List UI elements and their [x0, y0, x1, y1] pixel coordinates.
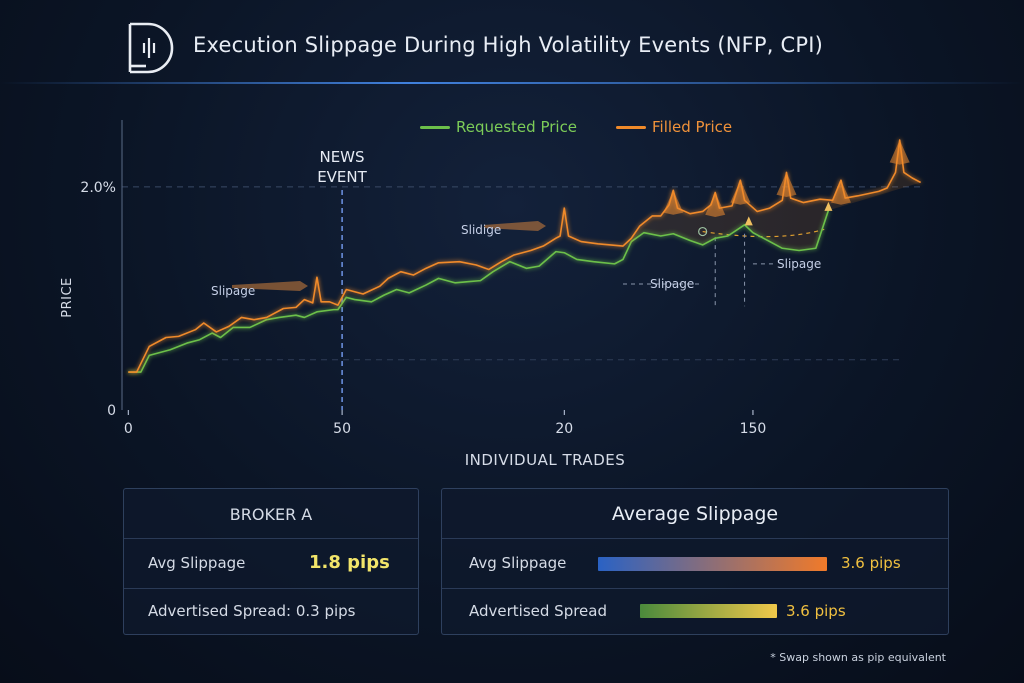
news-event-line2: EVENT	[317, 168, 367, 186]
x-tick-label: 150	[740, 421, 767, 437]
advertised-spread-label: Advertised Spread	[469, 602, 607, 620]
x-tick-label: 0	[124, 421, 133, 437]
legend-label: Filled Price	[652, 118, 733, 136]
slippage-annotation: Slipage	[211, 284, 256, 298]
broker-avg-value: 1.8 pips	[309, 552, 390, 573]
slippage-arrow-icon	[232, 281, 308, 291]
advertised-spread-row: Advertised Spread 3.6 pips	[442, 588, 948, 635]
news-event-label: NEWS EVENT	[300, 147, 384, 187]
avg-slippage-bar	[598, 557, 827, 571]
advertised-spread-bar	[640, 604, 778, 618]
slippage-annotation: Slipage	[777, 257, 822, 271]
broker-spread-text: Advertised Spread: 0.3 pips	[148, 602, 356, 620]
y-tick-label: 0	[107, 403, 116, 419]
broker-avg-label: Avg Slippage	[148, 554, 246, 572]
avg-slippage-row: Avg Slippage 3.6 pips	[442, 538, 948, 589]
slippage-connector	[702, 228, 825, 238]
advertised-spread-value: 3.6 pips	[786, 602, 846, 620]
slippage-spike-fill	[776, 172, 797, 197]
footnote: * Swap shown as pip equivalent	[770, 651, 946, 664]
x-axis-label: INDIVIDUAL TRADES	[464, 451, 626, 469]
legend-swatch-green	[420, 125, 450, 129]
requested-price-line	[128, 210, 830, 373]
y-tick-label: 2.0%	[80, 180, 116, 196]
news-event-line1: NEWS	[319, 148, 365, 166]
broker-panel-title: BROKER A	[229, 505, 313, 524]
page-title: Execution Slippage During High Volatilit…	[193, 33, 824, 57]
header-divider	[0, 82, 1024, 84]
broker-spread-row: Advertised Spread: 0.3 pips	[124, 588, 418, 635]
up-arrow-icon	[824, 201, 833, 211]
average-panel-title: Average Slippage	[611, 503, 779, 525]
slippage-arrow-icon	[484, 221, 546, 231]
slippage-area	[631, 140, 921, 251]
slippage-spike-fill	[705, 192, 726, 218]
x-tick-label: 50	[333, 421, 351, 437]
y-axis-label: PRICE	[59, 277, 75, 318]
slippage-annotation: Slipage	[650, 277, 695, 291]
broker-avg-row: Avg Slippage 1.8 pips	[124, 538, 418, 589]
filled-price-line	[128, 139, 922, 373]
slippage-annotation: Slidige	[461, 223, 502, 237]
avg-slippage-value: 3.6 pips	[841, 554, 901, 572]
slippage-spike-fill	[889, 140, 910, 165]
marker-circle	[698, 226, 708, 237]
broker-a-panel: BROKER A Avg Slippage 1.8 pips Advertise…	[123, 488, 419, 635]
average-slippage-panel: Average Slippage Avg Slippage 3.6 pips A…	[441, 488, 949, 635]
legend-label: Requested Price	[456, 118, 578, 136]
legend-filled-price: Filled Price	[616, 118, 732, 136]
up-arrow-icon	[744, 216, 753, 226]
x-tick-label: 20	[555, 421, 573, 437]
slippage-spike-fill	[830, 180, 851, 205]
legend-swatch-orange	[616, 125, 646, 129]
avg-slippage-label: Avg Slippage	[469, 554, 567, 572]
slippage-spike-fill	[663, 190, 684, 215]
logo-icon	[128, 22, 174, 74]
slippage-spike-fill	[730, 180, 751, 205]
legend-requested-price: Requested Price	[420, 118, 577, 136]
